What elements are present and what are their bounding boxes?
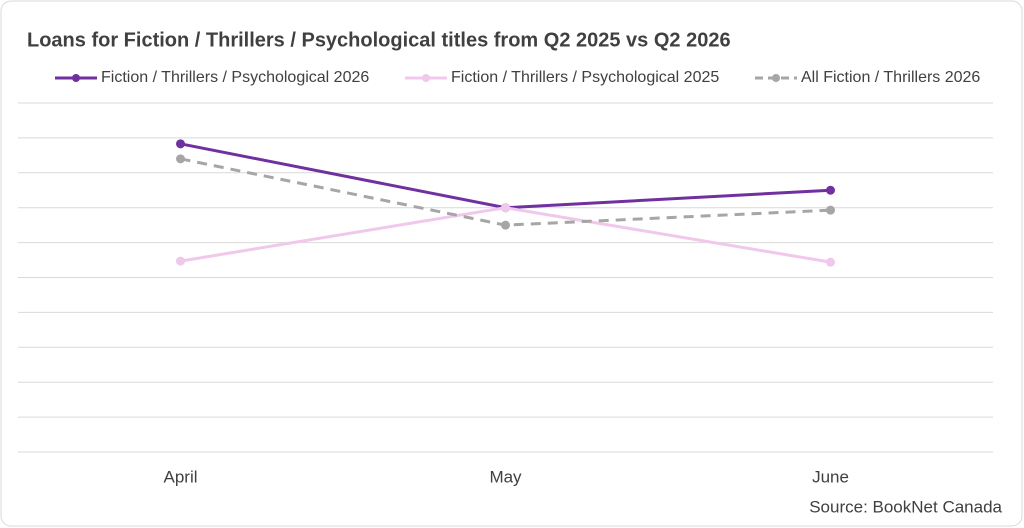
- data-point: [826, 205, 835, 215]
- data-point: [826, 257, 835, 267]
- data-point: [176, 139, 185, 149]
- x-tick-label: May: [489, 467, 522, 486]
- chart-title: Loans for Fiction / Thrillers / Psycholo…: [27, 29, 731, 51]
- data-point: [501, 203, 510, 213]
- legend-label: Fiction / Thrillers / Psychological 2026: [101, 69, 369, 86]
- legend-marker: [772, 74, 780, 82]
- x-tick-label: June: [812, 467, 849, 486]
- legend-marker: [422, 74, 430, 82]
- legend-label: All Fiction / Thrillers 2026: [801, 69, 980, 86]
- legend-label: Fiction / Thrillers / Psychological 2025: [451, 69, 719, 86]
- legend-marker: [72, 74, 80, 82]
- data-point: [176, 154, 185, 164]
- data-point: [826, 185, 835, 195]
- data-point: [501, 220, 510, 230]
- x-tick-label: April: [163, 467, 197, 486]
- data-point: [176, 256, 185, 266]
- source: Source: BookNet Canada: [809, 497, 1002, 516]
